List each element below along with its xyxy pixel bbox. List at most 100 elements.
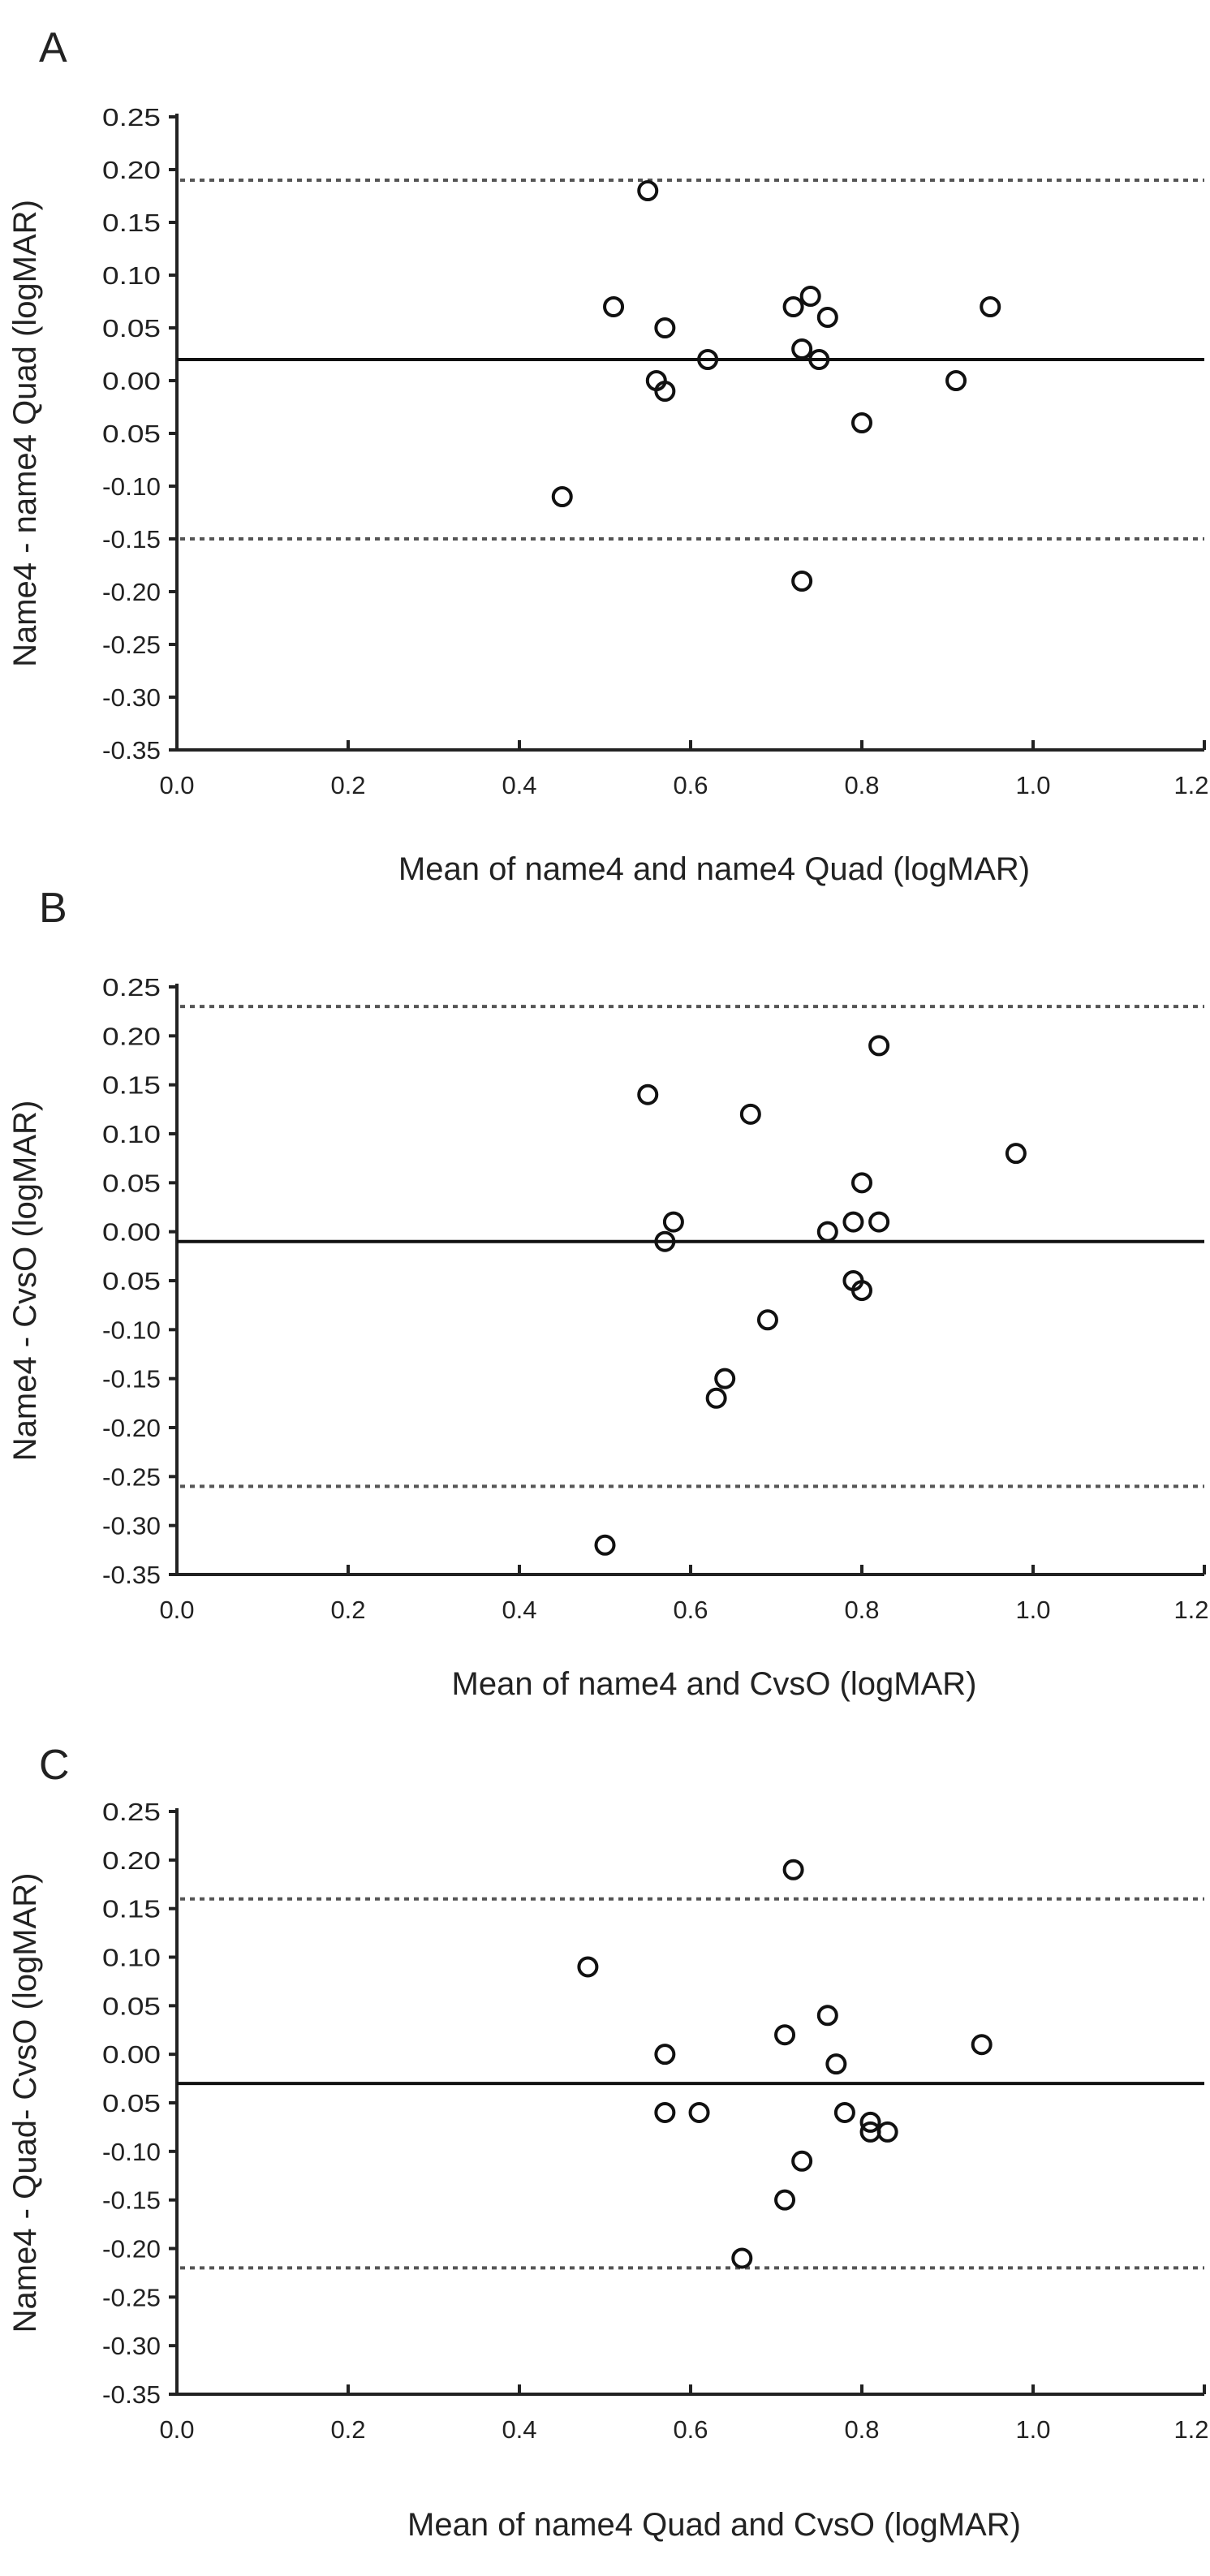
x-tick-label: 0.0 xyxy=(159,1596,194,1624)
data-point xyxy=(945,370,967,391)
x-tick-label: 0.4 xyxy=(502,771,536,799)
x-tick-label: 0.4 xyxy=(502,1596,536,1624)
y-tick-label: 0.20 xyxy=(102,156,161,184)
data-point xyxy=(980,296,1001,317)
y-tick-label: -0.35 xyxy=(102,1561,161,1589)
y-tick-label: -0.10 xyxy=(102,2138,161,2166)
x-tick-label: 0.6 xyxy=(673,1596,708,1624)
data-point xyxy=(876,2121,898,2143)
x-axis-label: Mean of name4 Quad and CvsO (logMAR) xyxy=(407,2507,1021,2543)
y-tick-label: 0.20 xyxy=(102,1846,161,1875)
y-tick-label: 0.25 xyxy=(102,103,161,131)
y-tick-label: 0.20 xyxy=(102,1022,161,1050)
x-tick-label: 0.6 xyxy=(673,771,708,799)
y-tick-label: -0.25 xyxy=(102,2283,161,2311)
data-point xyxy=(816,2005,838,2027)
data-point xyxy=(688,2101,710,2123)
y-tick-label: 0.00 xyxy=(102,367,161,395)
x-tick-label: 0.2 xyxy=(330,771,365,799)
x-tick-label: 1.2 xyxy=(1173,1596,1208,1624)
x-tick-label: 0.4 xyxy=(502,2415,536,2444)
y-tick-label: 0.25 xyxy=(102,973,161,1002)
data-point xyxy=(782,296,804,317)
x-tick-label: 1.2 xyxy=(1173,2415,1208,2444)
y-tick-label: -0.20 xyxy=(102,2235,161,2264)
data-point xyxy=(808,349,830,370)
y-tick-label: 0.05 xyxy=(102,1169,161,1197)
y-tick-label: -0.15 xyxy=(102,1365,161,1394)
y-tick-label: -0.30 xyxy=(102,1512,161,1540)
y-tick-label: 0.05 xyxy=(102,1992,161,2020)
panel-a: A 0.25 0.20 0.15 0.10 0.05 0.00 0.05 -0.10 -0.15 -… xyxy=(7,24,1209,887)
y-axis-label: Name4 - CvsO (logMAR) xyxy=(7,1101,43,1462)
data-point xyxy=(756,1309,778,1331)
y-tick-label: -0.30 xyxy=(102,683,161,712)
data-point xyxy=(851,412,872,433)
y-tick-label: 0.25 xyxy=(102,1798,161,1826)
x-tick-label: 0.2 xyxy=(330,1596,365,1624)
data-point xyxy=(731,2247,753,2269)
y-tick-label: 0.05 xyxy=(102,420,161,448)
y-tick-label: 0.15 xyxy=(102,1071,161,1100)
data-point xyxy=(654,2044,676,2066)
data-point xyxy=(654,2101,676,2123)
data-point xyxy=(791,338,813,360)
y-tick-label: 0.05 xyxy=(102,314,161,342)
y-axis-label: Name4 - Quad- CvsO (logMAR) xyxy=(7,1873,43,2333)
y-tick-label: -0.20 xyxy=(102,1414,161,1442)
panel-c: C 0.25 0.20 0.15 0.10 0.05 0.00 0.05 -0.10 -0.15 -… xyxy=(7,1742,1209,2543)
y-tick-label: -0.15 xyxy=(102,2186,161,2215)
y-tick-label: 0.15 xyxy=(102,1895,161,1923)
data-point xyxy=(774,2189,796,2211)
y-tick-label: 0.10 xyxy=(102,261,161,290)
data-point xyxy=(799,286,821,307)
y-tick-label: 0.05 xyxy=(102,2089,161,2117)
x-tick-label: 1.2 xyxy=(1173,771,1208,799)
y-tick-label: -0.35 xyxy=(102,736,161,765)
data-point xyxy=(833,2101,855,2123)
y-tick-label: 0.05 xyxy=(102,1267,161,1295)
y-tick-label: 0.10 xyxy=(102,1944,161,1972)
data-point xyxy=(1005,1143,1027,1165)
data-point xyxy=(868,1035,890,1057)
y-tick-label: -0.30 xyxy=(102,2332,161,2360)
data-point xyxy=(859,2111,881,2133)
data-point xyxy=(816,307,838,328)
data-point xyxy=(551,486,573,507)
data-point xyxy=(851,1280,872,1302)
x-tick-label: 1.0 xyxy=(1015,1596,1050,1624)
y-tick-label: -0.10 xyxy=(102,1316,161,1344)
x-tick-label: 1.0 xyxy=(1015,2415,1050,2444)
y-tick-label: 0.00 xyxy=(102,1218,161,1247)
y-tick-label: -0.25 xyxy=(102,1462,161,1491)
data-point xyxy=(868,1211,890,1233)
data-point xyxy=(816,1221,838,1243)
panel-label: A xyxy=(39,24,67,71)
y-tick-label: 0.10 xyxy=(102,1120,161,1148)
data-point xyxy=(654,317,676,338)
y-tick-label: 0.00 xyxy=(102,2040,161,2069)
y-axis-label: Name4 - name4 Quad (logMAR) xyxy=(7,200,43,667)
data-point xyxy=(603,296,625,317)
x-tick-label: 0.0 xyxy=(159,771,194,799)
data-point xyxy=(637,1083,659,1105)
data-point xyxy=(782,1859,804,1880)
data-point xyxy=(705,1387,727,1409)
data-point xyxy=(662,1211,684,1233)
data-point xyxy=(577,1956,599,1978)
panel-b: B 0.25 0.20 0.15 0.10 0.05 0.00 0.05 -0.10 -0.15 -… xyxy=(7,885,1209,1702)
data-point xyxy=(714,1368,736,1389)
y-tick-label: 0.15 xyxy=(102,209,161,237)
data-point xyxy=(739,1103,761,1125)
data-point xyxy=(842,1211,864,1233)
x-tick-label: 0.0 xyxy=(159,2415,194,2444)
data-point xyxy=(654,381,676,402)
y-tick-label: -0.10 xyxy=(102,472,161,501)
x-tick-label: 0.8 xyxy=(844,2415,879,2444)
panel-label: C xyxy=(39,1742,70,1789)
data-point xyxy=(791,571,813,592)
data-point xyxy=(791,2150,813,2172)
y-tick-label: -0.25 xyxy=(102,631,161,659)
y-tick-label: -0.35 xyxy=(102,2380,161,2409)
x-tick-label: 0.8 xyxy=(844,1596,879,1624)
